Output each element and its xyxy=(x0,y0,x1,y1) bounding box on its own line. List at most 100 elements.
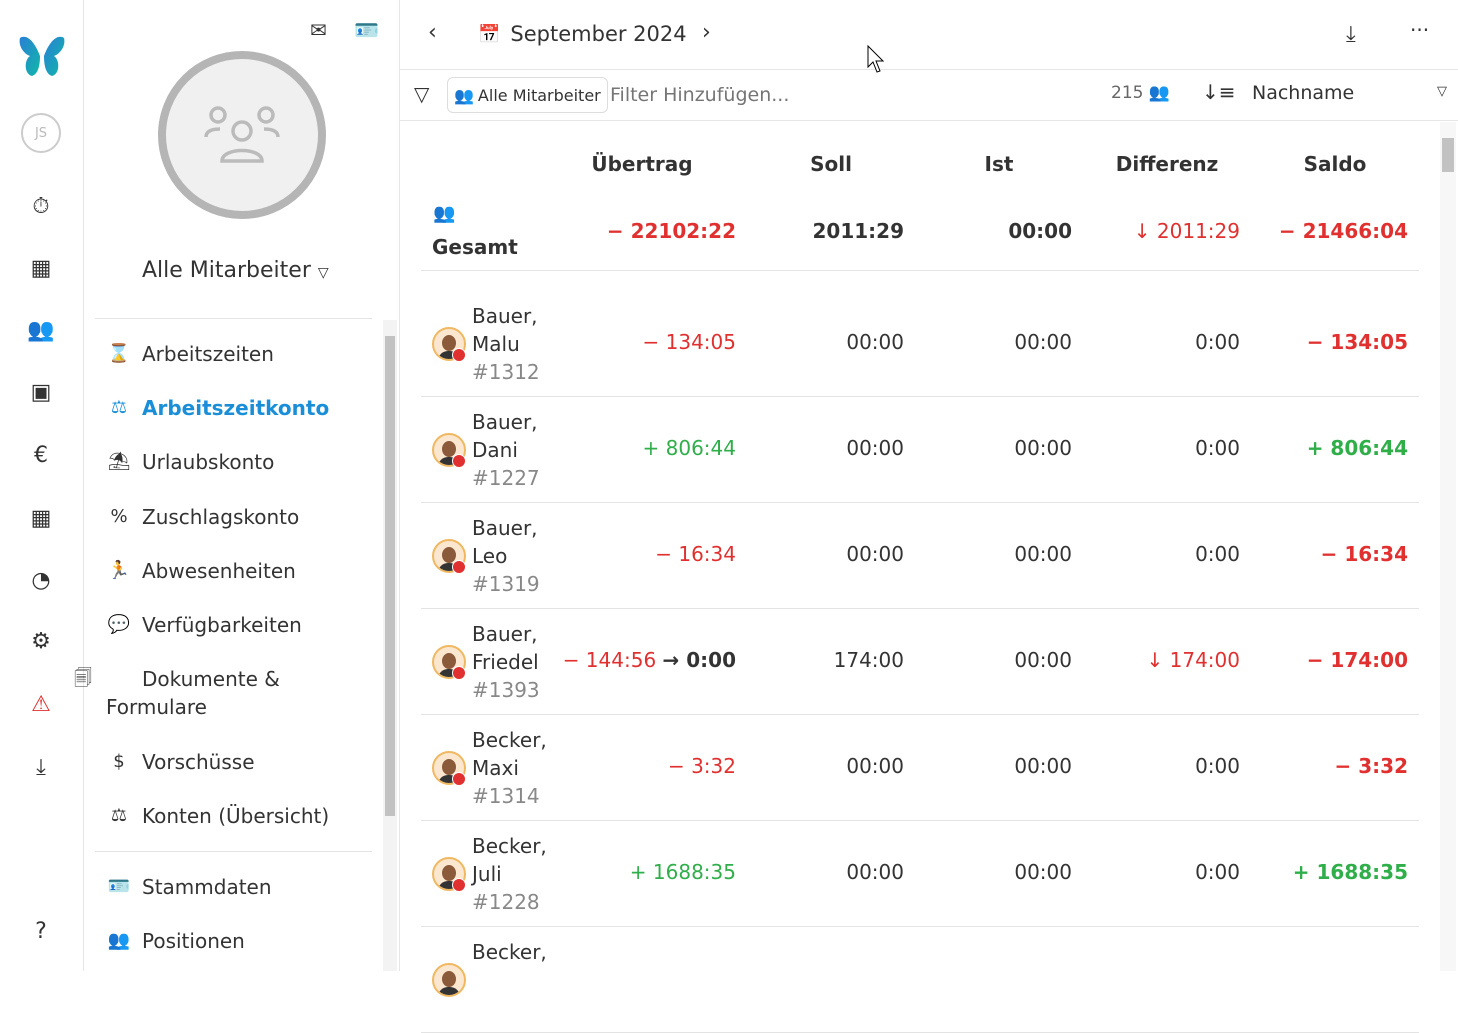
uebertrag-cell: − 16:34 xyxy=(655,542,736,566)
gear-icon[interactable]: ⚙ xyxy=(31,628,51,654)
nav-konten-uebersicht[interactable]: ⚖ Konten (Übersicht) xyxy=(106,802,329,830)
employee-name[interactable]: Bauer, Leo #1319 xyxy=(472,514,540,598)
nav-dokumente[interactable]: 🗐 Dokumente & Formulare xyxy=(74,665,366,721)
column-header-uebertrag[interactable]: Übertrag xyxy=(591,152,693,176)
euro-icon[interactable]: € xyxy=(34,442,48,468)
calendar-icon[interactable]: ▦ xyxy=(30,505,52,531)
employee-name[interactable]: Bauer, Malu #1312 xyxy=(472,302,540,386)
nav-label: Positionen xyxy=(142,929,245,953)
sidebar-scrollbar[interactable] xyxy=(383,320,397,971)
filter-input[interactable] xyxy=(610,80,910,110)
first-name: Juli xyxy=(472,862,502,886)
scale-icon: ⚖ xyxy=(110,397,128,418)
help-icon[interactable]: ? xyxy=(35,918,47,944)
table-row[interactable]: Becker, Maxi #1314 − 3:32 00:00 00:00 0:00 − 3:… xyxy=(421,715,1419,821)
first-name: Malu xyxy=(472,332,520,356)
download-icon[interactable]: ⤓ xyxy=(1346,22,1356,47)
nav-vorschuesse[interactable]: $ Vorschüsse xyxy=(106,748,254,776)
employee-count: 215 👥 xyxy=(1111,83,1170,103)
pie-chart-icon[interactable]: ◔ xyxy=(31,567,51,593)
prev-month-button[interactable]: ‹ xyxy=(428,20,437,45)
warning-icon[interactable]: ⚠ xyxy=(31,691,51,717)
status-badge xyxy=(452,878,466,892)
filter-chip[interactable]: 👥 Alle Mitarbeiter xyxy=(447,77,608,113)
nav-arbeitszeitkonto[interactable]: ⚖ Arbeitszeitkonto xyxy=(106,394,329,422)
count-value: 215 xyxy=(1111,83,1144,103)
sort-field-select[interactable]: Nachname ▽ xyxy=(1252,82,1447,104)
hand-money-icon: $ xyxy=(113,751,125,772)
total-label: Gesamt xyxy=(432,235,518,259)
table-row[interactable]: Bauer, Leo #1319 − 16:34 00:00 00:00 0:00 − 16:… xyxy=(421,503,1419,609)
nav-urlaubskonto[interactable]: ⛱ Urlaubskonto xyxy=(106,448,275,476)
table-row[interactable]: Bauer, Dani #1227 + 806:44 00:00 00:00 0:00 + 8… xyxy=(421,397,1419,503)
column-header-ist[interactable]: Ist xyxy=(984,152,1014,176)
mail-icon[interactable]: ✉ xyxy=(310,18,327,42)
stopwatch-icon[interactable]: ⏱ xyxy=(32,193,50,219)
scrollbar-thumb[interactable] xyxy=(1442,138,1454,172)
beach-icon: ⛱ xyxy=(107,451,131,472)
total-differenz: ↓ 2011:29 xyxy=(1133,219,1240,243)
uebertrag-correction: → 0:00 xyxy=(662,648,736,672)
uebertrag-cell: + 806:44 xyxy=(642,436,736,460)
main-scrollbar[interactable] xyxy=(1440,122,1456,971)
status-badge xyxy=(452,560,466,574)
soll-cell: 00:00 xyxy=(846,436,904,460)
table-row[interactable]: Becker, Juli #1228 + 1688:35 00:00 00:00 0:00 +… xyxy=(421,821,1419,927)
employee-name[interactable]: Becker, Juli #1228 xyxy=(472,832,547,916)
ist-cell: 00:00 xyxy=(1014,648,1072,672)
table-row[interactable]: Bauer, Malu #1312 − 134:05 00:00 00:00 0:00 − 1… xyxy=(421,291,1419,397)
user-avatar[interactable]: JS xyxy=(21,113,61,153)
nav-label: Arbeitszeiten xyxy=(142,342,274,366)
nav-abwesenheiten[interactable]: 🏃 Abwesenheiten xyxy=(106,557,296,585)
employee-id: #1228 xyxy=(472,890,540,914)
total-uebertrag: − 22102:22 xyxy=(606,219,736,243)
saldo-cell: + 806:44 xyxy=(1306,436,1408,460)
filter-icon[interactable]: ▽ xyxy=(414,82,430,106)
employee-name[interactable]: Becker, Maxi #1314 xyxy=(472,726,547,810)
contact-icon[interactable]: ▣ xyxy=(30,379,52,405)
uebertrag-cell: + 1688:35 xyxy=(629,860,736,884)
employee-avatar xyxy=(432,751,466,785)
total-ist: 00:00 xyxy=(1008,219,1072,243)
employee-name[interactable]: Bauer, Dani #1227 xyxy=(472,408,540,492)
chevron-down-icon: ▽ xyxy=(317,265,329,281)
column-header-differenz[interactable]: Differenz xyxy=(1115,152,1219,176)
employee-avatar xyxy=(432,645,466,679)
soll-cell: 00:00 xyxy=(846,542,904,566)
column-header-soll[interactable]: Soll xyxy=(810,152,852,176)
table-row[interactable]: Becker, xyxy=(421,927,1419,1033)
uebertrag-cell: − 134:05 xyxy=(642,330,736,354)
id-card-icon: 🪪 xyxy=(107,876,131,897)
chat-check-icon: 💬 xyxy=(107,614,131,635)
filter-bar: ▽ 👥Alle Mitarbeiter 215 👥 ↓≡ Nachname▽ xyxy=(400,70,1458,121)
logo-butterfly-icon[interactable] xyxy=(18,34,66,78)
nav-positionen[interactable]: 👥 Positionen xyxy=(106,927,245,955)
group-title: Alle Mitarbeiter xyxy=(142,258,311,283)
total-saldo: − 21466:04 xyxy=(1278,219,1408,243)
table-icon[interactable]: ▦ xyxy=(30,255,52,281)
nav-verfuegbarkeiten[interactable]: 💬 Verfügbarkeiten xyxy=(106,611,302,639)
id-card-icon[interactable]: 🪪 xyxy=(354,18,379,42)
employee-id: #1227 xyxy=(472,466,540,490)
download-icon[interactable]: ⤓ xyxy=(36,754,46,780)
more-options-icon[interactable]: ··· xyxy=(1410,18,1430,42)
period-picker[interactable]: 📅 September 2024 xyxy=(478,22,687,46)
nav-arbeitszeiten[interactable]: ⌛ Arbeitszeiten xyxy=(106,340,274,368)
team-icon[interactable]: 👥 xyxy=(27,317,55,343)
documents-icon: 🗐 xyxy=(74,668,92,689)
status-badge xyxy=(452,772,466,786)
table-row[interactable]: Bauer, Friedel #1393 − 144:56 → 0:00 174:00 0… xyxy=(421,609,1419,715)
divider xyxy=(95,318,372,319)
sort-direction-icon[interactable]: ↓≡ xyxy=(1202,80,1236,104)
column-header-saldo[interactable]: Saldo xyxy=(1303,152,1367,176)
first-name: Leo xyxy=(472,544,508,568)
scrollbar-thumb[interactable] xyxy=(385,336,395,816)
employee-name[interactable]: Becker, xyxy=(472,938,547,966)
employee-name[interactable]: Bauer, Friedel #1393 xyxy=(472,620,540,704)
nav-stammdaten[interactable]: 🪪 Stammdaten xyxy=(106,873,272,901)
next-month-button[interactable]: › xyxy=(702,20,711,45)
last-name: Bauer, xyxy=(472,304,538,328)
nav-zuschlagskonto[interactable]: % Zuschlagskonto xyxy=(106,503,299,531)
group-selector[interactable]: Alle Mitarbeiter ▽ xyxy=(142,258,329,283)
differenz-cell: 0:00 xyxy=(1195,860,1240,884)
